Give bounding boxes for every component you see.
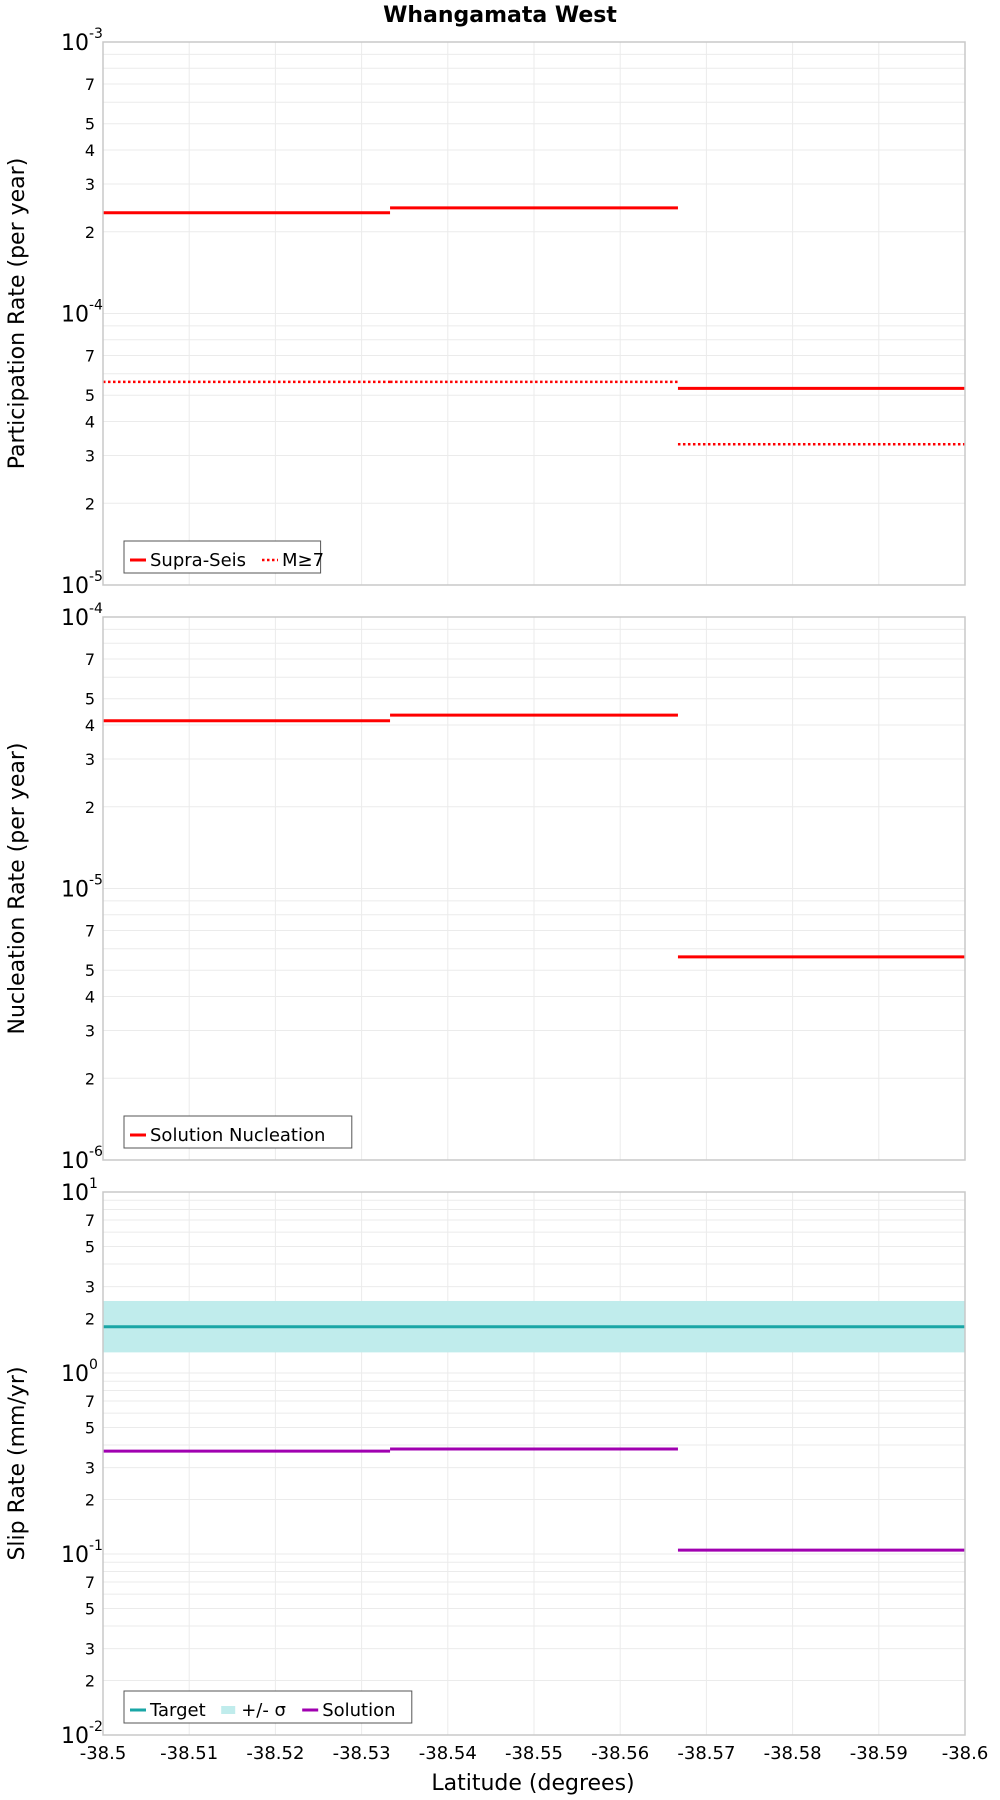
- legend-label: M≥7: [282, 550, 324, 571]
- y-decade-exponent: -5: [89, 873, 103, 889]
- y-decade-exponent: -2: [89, 1719, 103, 1735]
- legend-box: [123, 540, 322, 574]
- plot-frame: [102, 616, 966, 1161]
- y-decade-label: 10: [61, 1149, 89, 1174]
- chart-title: Whangamata West: [383, 3, 617, 28]
- y-tick-label: 7: [85, 922, 95, 941]
- x-tick-label: -38.5: [80, 1743, 127, 1764]
- y-tick-label: 5: [85, 386, 95, 405]
- y-decade-label: 10: [61, 1181, 89, 1206]
- y-tick-label: 5: [85, 115, 95, 134]
- y-decade-label: 10: [61, 1724, 89, 1749]
- y-tick-label: 2: [85, 223, 95, 242]
- legend-box: [123, 1690, 413, 1724]
- y-decade-exponent: 0: [89, 1357, 98, 1373]
- x-tick-label: -38.52: [246, 1743, 304, 1764]
- y-tick-label: 3: [85, 1278, 95, 1297]
- x-tick-label: -38.53: [333, 1743, 391, 1764]
- y-decade-label: 10: [61, 303, 89, 328]
- y-axis-label: Participation Rate (per year): [5, 158, 30, 470]
- y-decade-exponent: -5: [89, 569, 103, 585]
- y-tick-label: 5: [85, 1237, 95, 1256]
- plot-frame: [102, 1191, 966, 1736]
- y-tick-label: 2: [85, 798, 95, 817]
- y-axis-label: Nucleation Rate (per year): [5, 743, 30, 1035]
- y-tick-label: 4: [85, 413, 95, 432]
- x-tick-label: -38.56: [591, 1743, 649, 1764]
- y-tick-label: 2: [85, 494, 95, 513]
- y-tick-label: 7: [85, 650, 95, 669]
- legend-label: Solution Nucleation: [150, 1125, 325, 1146]
- y-tick-label: 7: [85, 1211, 95, 1230]
- y-tick-label: 2: [85, 1069, 95, 1088]
- y-decade-label: 10: [61, 1543, 89, 1568]
- y-axis-label: Slip Rate (mm/yr): [5, 1366, 30, 1560]
- x-tick-label: -38.54: [419, 1743, 477, 1764]
- legend-label: +/- σ: [241, 1700, 286, 1721]
- y-tick-label: 4: [85, 141, 95, 160]
- legend-label: Supra-Seis: [150, 550, 246, 571]
- y-tick-label: 7: [85, 347, 95, 366]
- y-decade-label: 10: [61, 606, 89, 631]
- y-decade-exponent: -6: [89, 1144, 103, 1160]
- y-tick-label: 3: [85, 446, 95, 465]
- legend: Target +/- σ Solution: [130, 1700, 396, 1721]
- y-tick-label: 3: [85, 1640, 95, 1659]
- y-decade-exponent: -1: [89, 1538, 103, 1554]
- y-tick-label: 4: [85, 716, 95, 735]
- y-tick-label: 5: [85, 1599, 95, 1618]
- x-axis-label: Latitude (degrees): [431, 1771, 634, 1796]
- x-tick-label: -38.58: [764, 1743, 822, 1764]
- y-tick-label: 7: [85, 1392, 95, 1411]
- y-tick-label: 5: [85, 1418, 95, 1437]
- legend-label: Solution: [322, 1700, 395, 1721]
- y-tick-label: 3: [85, 750, 95, 769]
- y-tick-label: 5: [85, 961, 95, 980]
- y-decade-exponent: -4: [89, 298, 103, 314]
- x-tick-label: -38.51: [160, 1743, 218, 1764]
- x-tick-label: -38.57: [677, 1743, 735, 1764]
- y-tick-label: 2: [85, 1672, 95, 1691]
- y-tick-label: 3: [85, 1459, 95, 1478]
- y-decade-exponent: 1: [89, 1176, 98, 1192]
- y-decade-exponent: -3: [89, 26, 103, 42]
- y-tick-label: 2: [85, 1310, 95, 1329]
- y-tick-label: 7: [85, 1573, 95, 1592]
- y-tick-label: 4: [85, 988, 95, 1007]
- y-decade-label: 10: [61, 574, 89, 599]
- x-tick-label: -38.6: [942, 1743, 989, 1764]
- plot-frame: [102, 41, 966, 586]
- legend-box: [123, 1115, 353, 1149]
- y-decade-label: 10: [61, 878, 89, 903]
- x-tick-label: -38.59: [850, 1743, 908, 1764]
- y-tick-label: 3: [85, 175, 95, 194]
- y-decade-exponent: -4: [89, 601, 103, 617]
- x-tick-label: -38.55: [505, 1743, 563, 1764]
- y-decade-label: 10: [61, 31, 89, 56]
- y-tick-label: 2: [85, 1491, 95, 1510]
- legend-label: Target: [149, 1700, 206, 1721]
- y-tick-label: 3: [85, 1021, 95, 1040]
- y-decade-label: 10: [61, 1362, 89, 1387]
- y-tick-label: 7: [85, 75, 95, 94]
- legend: Solution Nucleation: [130, 1125, 325, 1146]
- legend-swatch: [221, 1706, 236, 1714]
- legend: Supra-Seis M≥7: [130, 550, 324, 571]
- y-tick-label: 5: [85, 690, 95, 709]
